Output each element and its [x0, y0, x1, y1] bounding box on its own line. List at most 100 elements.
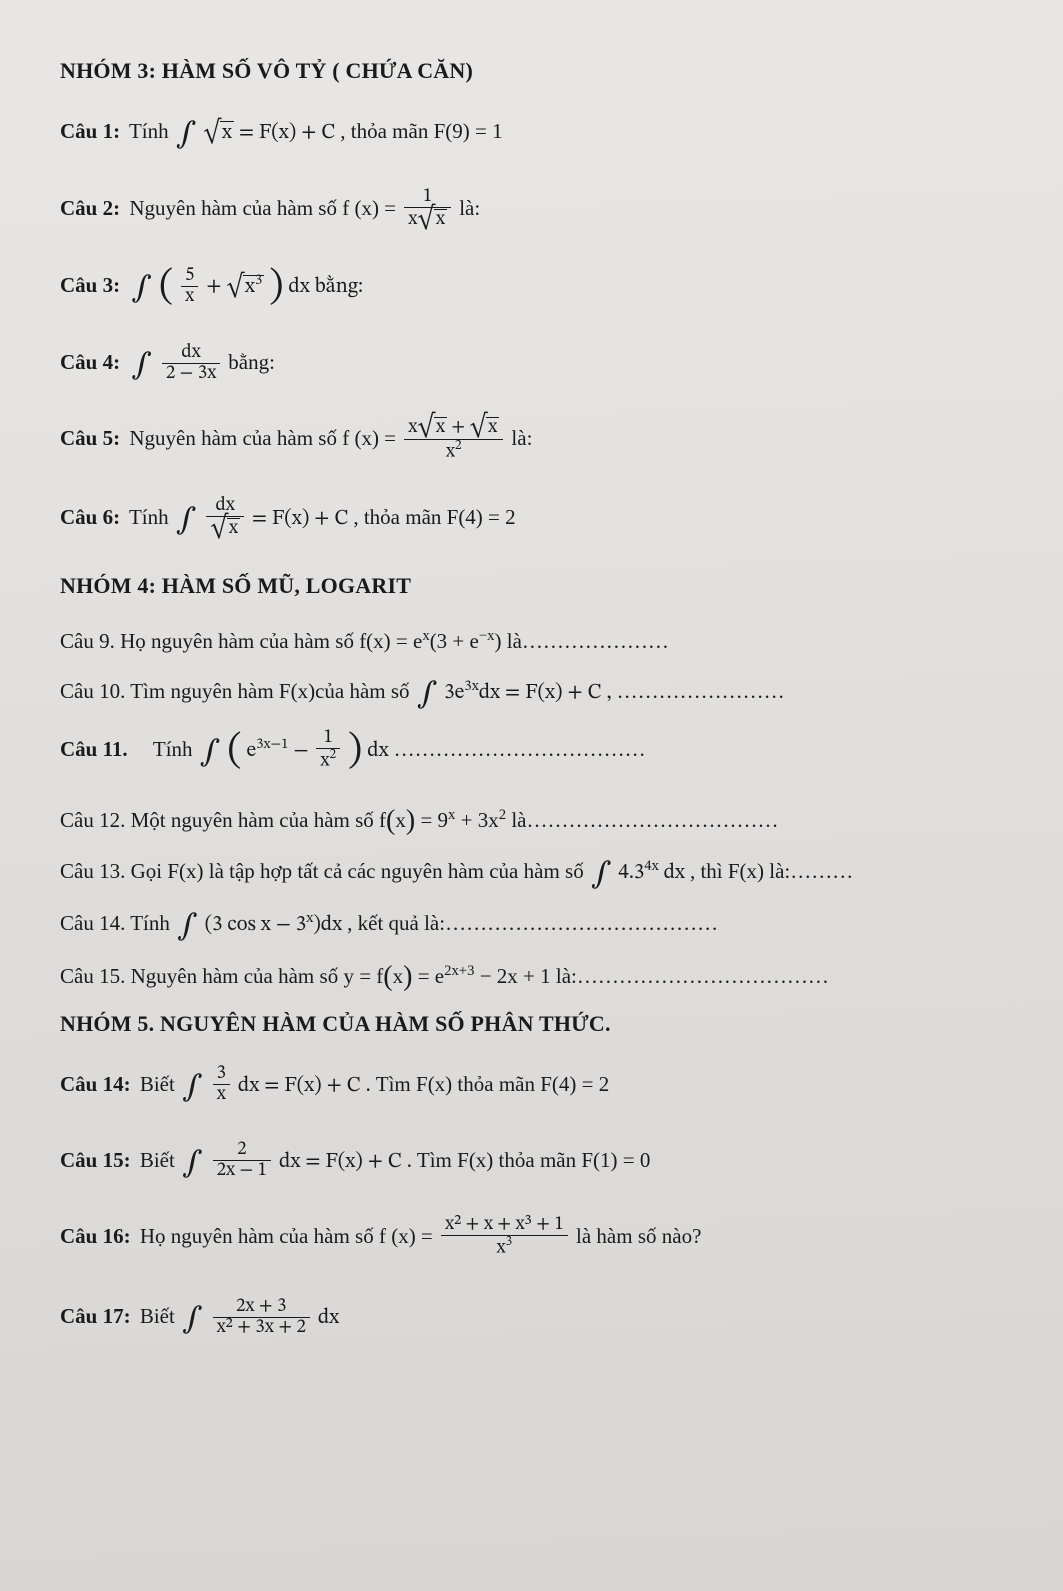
- q-4-14: Câu 14. Tính ∫ (3 cos x − 3x)dx , kết qu…: [60, 907, 1013, 942]
- integral-icon: ∫: [129, 351, 154, 381]
- text: Biết: [140, 1148, 175, 1172]
- denominator: x² + 3x + 2: [213, 1317, 310, 1338]
- fraction: x√x + √x x2: [404, 416, 503, 462]
- text: , thỏa mãn F(4) = 2: [353, 505, 515, 529]
- text: Nguyên hàm của hàm số y = f: [131, 964, 384, 988]
- q-5-14: Câu 14: Biết ∫ 3 x dx = F(x) + C . Tìm F…: [60, 1063, 1013, 1107]
- math-expr: ∫ (3 cos x − 3x)dx: [175, 914, 347, 935]
- sqrt-body: x: [220, 121, 234, 143]
- exp: 2x+3: [444, 963, 474, 979]
- fraction: 1 x√x: [404, 187, 451, 231]
- den-x: x: [408, 210, 417, 229]
- q-label: Câu 6:: [60, 505, 120, 529]
- denominator: 2x − 1: [213, 1160, 272, 1181]
- left-paren-icon: (: [227, 731, 241, 771]
- text: = 9: [415, 808, 448, 832]
- body: 4.3: [618, 862, 644, 883]
- fraction: dx √x: [206, 496, 244, 540]
- text: Tính: [129, 119, 174, 143]
- blank-dots: ……………………: [617, 679, 785, 703]
- sqrt-body: x3: [243, 275, 264, 297]
- math-expr: ∫ ( e3x−1 − 1 x2 ) dx: [198, 740, 394, 761]
- q-label: Câu 4:: [60, 350, 120, 374]
- blank-dots: …………………………………: [445, 911, 718, 935]
- q-label: Câu 14.: [60, 911, 125, 935]
- sqrt-body: x: [227, 518, 240, 538]
- sqrt-exp: 3: [255, 274, 262, 288]
- numerator: 2: [213, 1140, 272, 1160]
- eq: = F(x) + C: [239, 122, 336, 143]
- exp: 2: [499, 807, 506, 823]
- numerator: x² + x + x³ + 1: [441, 1215, 568, 1235]
- blank-dots: ………………………………: [577, 964, 829, 988]
- blank-dots: …………………: [522, 629, 669, 653]
- den-exp: 3: [506, 1236, 513, 1249]
- text: Tính: [129, 505, 174, 529]
- fraction: 2x + 3 x² + 3x + 2: [213, 1297, 310, 1338]
- den-base: x: [320, 751, 329, 770]
- text: bằng:: [228, 350, 275, 374]
- worksheet-page: NHÓM 3: HÀM SỐ VÔ TỶ ( CHỨA CĂN) Câu 1: …: [0, 0, 1063, 1591]
- denominator: x√x: [404, 207, 451, 231]
- text: là:: [511, 426, 532, 450]
- den-base: x: [497, 1238, 506, 1257]
- q-4-11: Câu 11. Tính ∫ ( e3x−1 − 1 x2 ) dx ………………: [60, 728, 1013, 773]
- exp: −x: [479, 628, 495, 644]
- text: Tìm F(x) thỏa mãn F(4) = 2: [376, 1072, 609, 1096]
- numerator: 3: [213, 1064, 230, 1084]
- eq: dx = F(x) + C .: [238, 1075, 371, 1096]
- numerator: dx: [162, 343, 221, 363]
- math-expr: ∫ ( 5 x + √x3 ) dx bằng:: [129, 276, 363, 297]
- text: Nguyên hàm của hàm số f (x) =: [129, 426, 401, 450]
- math-expr: ∫ 4.34x dx: [589, 862, 690, 883]
- denominator: x: [181, 286, 198, 307]
- text: Họ nguyên hàm của hàm số f(x) = e: [120, 629, 422, 653]
- fraction: x² + x + x³ + 1 x3: [441, 1215, 568, 1258]
- text: Tính: [130, 911, 175, 935]
- q-3-3: Câu 3: ∫ ( 5 x + √x3 ) dx bằng:: [60, 264, 1013, 309]
- right-paren-icon: ): [269, 267, 283, 307]
- exp: x: [422, 628, 429, 644]
- exp: 3x−1: [256, 738, 288, 752]
- q-3-6: Câu 6: Tính ∫ dx √x = F(x) + C , thỏa mã…: [60, 496, 1013, 541]
- q-4-12: Câu 12. Một nguyên hàm của hàm số f(x) =…: [60, 804, 1013, 837]
- body: )dx: [313, 914, 347, 935]
- sqrt-base: x: [245, 276, 255, 297]
- text: (3 + e: [430, 629, 479, 653]
- math-expr: ∫ 2x + 3 x² + 3x + 2 dx: [180, 1307, 339, 1328]
- left-paren-icon: (: [159, 267, 173, 307]
- q-label: Câu 9.: [60, 629, 115, 653]
- numerator: 2x + 3: [213, 1297, 310, 1317]
- arg: x: [393, 964, 404, 988]
- text: , thì F(x) là:: [690, 859, 790, 883]
- body: 3e: [444, 682, 464, 703]
- eq: = F(x) + C: [252, 508, 349, 529]
- numerator: 1: [316, 728, 340, 748]
- fraction: 5 x: [181, 266, 198, 307]
- body: dx: [659, 862, 685, 883]
- integral-icon: ∫: [180, 1305, 205, 1335]
- text: Tìm F(x) thỏa mãn F(1) = 0: [417, 1148, 650, 1172]
- exp: 3x: [464, 680, 478, 694]
- dx: dx bằng:: [288, 276, 363, 297]
- q-5-17: Câu 17: Biết ∫ 2x + 3 x² + 3x + 2 dx: [60, 1295, 1013, 1339]
- den-base: x: [446, 443, 455, 462]
- text: − 2x + 1 là:: [474, 964, 576, 988]
- q-4-9: Câu 9. Họ nguyên hàm của hàm số f(x) = e…: [60, 625, 1013, 658]
- text: + 3x: [455, 808, 498, 832]
- denominator: x: [213, 1084, 230, 1105]
- text: là: [506, 808, 526, 832]
- math-expr: ∫ dx 2 − 3x: [129, 353, 228, 374]
- fraction: dx 2 − 3x: [162, 343, 221, 384]
- blank-dots: ………………………………: [394, 737, 646, 761]
- integral-icon: ∫: [129, 274, 154, 304]
- den-exp: 2: [455, 440, 462, 453]
- dx: dx: [318, 1307, 339, 1328]
- q-3-5: Câu 5: Nguyên hàm của hàm số f (x) = x√x…: [60, 417, 1013, 463]
- q-3-1: Câu 1: Tính ∫ √x = F(x) + C , thỏa mãn F…: [60, 110, 1013, 155]
- text: Nguyên hàm của hàm số f (x) =: [129, 196, 401, 220]
- integral-icon: ∫: [180, 1073, 205, 1103]
- text: Một nguyên hàm của hàm số f: [131, 808, 386, 832]
- numerator: dx: [206, 496, 244, 516]
- q-label: Câu 2:: [60, 196, 120, 220]
